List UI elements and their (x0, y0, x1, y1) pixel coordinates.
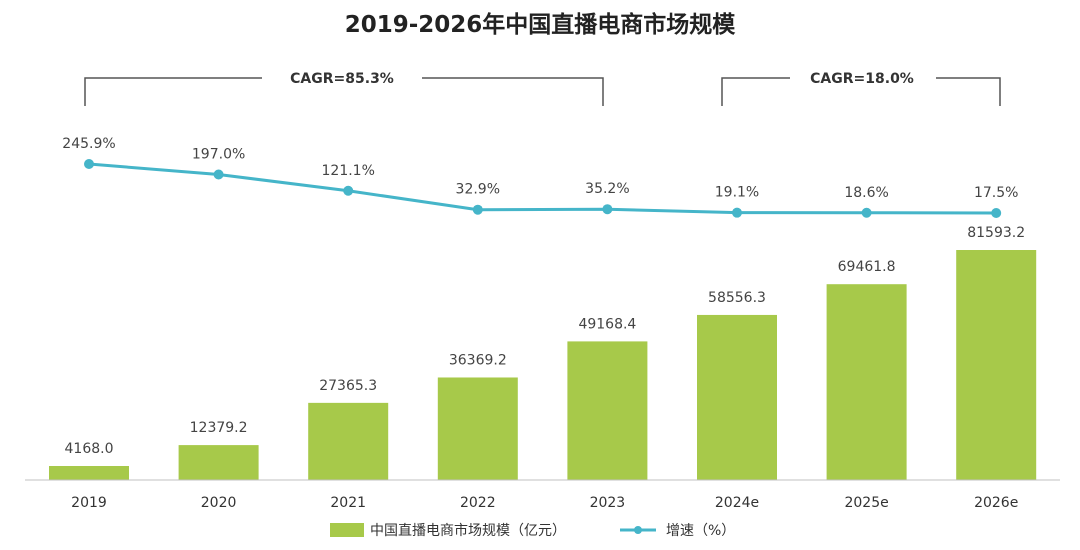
cagr-bracket-2 (721, 77, 790, 106)
rate-point-2024e (732, 207, 742, 218)
x-tick-label: 2026e (974, 495, 1018, 511)
rate-point-2019 (84, 159, 94, 169)
bar-value-label: 27365.3 (319, 378, 377, 394)
rate-point-2023 (602, 204, 613, 215)
cagr-annotation-1: CAGR=85.3% (84, 71, 604, 106)
rate-value-label: 245.9% (62, 136, 115, 152)
growth-rate-points (84, 159, 1002, 218)
x-tick-label: 2021 (330, 495, 366, 511)
cagr-bracket-2-right (936, 77, 1001, 106)
bar-value-label: 81593.2 (967, 225, 1025, 241)
rate-point-2020 (213, 169, 224, 180)
bar-series (49, 250, 1037, 480)
cagr-annotation-2: CAGR=18.0% (721, 71, 1001, 106)
bar-value-labels: 4168.0 12379.2 27365.3 36369.2 49168.4 58556.… (65, 225, 1026, 457)
cagr-label-1: CAGR=85.3% (290, 71, 394, 87)
bar-2026e (956, 250, 1037, 480)
bar-2021 (308, 402, 389, 480)
growth-rate-line (88, 162, 997, 215)
bar-value-label: 36369.2 (449, 352, 507, 368)
rate-point-2021 (343, 185, 354, 196)
rate-value-label: 35.2% (585, 181, 629, 197)
rate-point-2022 (472, 204, 483, 215)
bar-value-label: 69461.8 (838, 259, 896, 275)
bar-value-label: 49168.4 (578, 316, 636, 332)
legend-bar-label: 中国直播电商市场规模（亿元） (370, 522, 566, 539)
x-tick-label: 2019 (71, 495, 107, 511)
cagr-label-2: CAGR=18.0% (810, 71, 914, 87)
bar-value-label: 58556.3 (708, 290, 766, 306)
rate-value-label: 197.0% (192, 146, 245, 162)
bar-2019 (49, 466, 129, 480)
rate-value-label: 19.1% (715, 185, 759, 201)
x-tick-label: 2022 (460, 495, 496, 511)
x-tick-label: 2024e (715, 495, 759, 511)
rate-point-2025e (861, 207, 872, 218)
bar-2020 (178, 445, 259, 480)
x-tick-label: 2020 (201, 495, 237, 511)
legend-line-marker (634, 526, 642, 534)
bar-2024e (697, 314, 777, 480)
cagr-bracket-1 (84, 77, 262, 106)
rate-value-label: 17.5% (974, 185, 1018, 201)
legend-bar-swatch (330, 523, 364, 537)
rate-value-label: 121.1% (322, 163, 375, 179)
chart-title: 2019-2026年中国直播电商市场规模 (345, 11, 737, 38)
rate-value-label: 32.9% (456, 182, 500, 198)
bar-value-label: 4168.0 (65, 441, 114, 457)
rate-value-label: 18.6% (844, 185, 888, 201)
x-tick-label: 2023 (590, 495, 626, 511)
growth-rate-labels: 245.9% 197.0% 121.1% 32.9% 35.2% 19.1% 18.6% 17… (62, 136, 1018, 201)
bar-2025e (826, 284, 907, 480)
x-tick-label: 2025e (844, 495, 888, 511)
legend-line-label: 增速（%） (666, 523, 735, 539)
bar-2022 (437, 377, 518, 480)
bar-value-label: 12379.2 (190, 420, 248, 436)
legend: 中国直播电商市场规模（亿元） 增速（%） (330, 522, 735, 539)
bar-2023 (567, 341, 648, 480)
x-axis-ticks: 2019 2020 2021 2022 2023 2024e 2025e 2026e (71, 495, 1018, 511)
rate-point-2026e (991, 208, 1002, 218)
cagr-bracket-1-right (422, 77, 604, 106)
